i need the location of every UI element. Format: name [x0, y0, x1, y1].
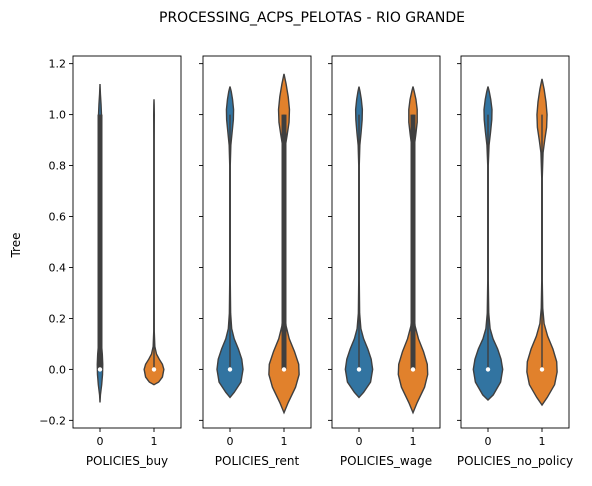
- median-marker-POLICIES_no_policy-0: [486, 367, 490, 371]
- x-tick-label: 1: [539, 435, 546, 448]
- y-tick-label: 0.2: [49, 312, 67, 325]
- median-marker-POLICIES_wage-1: [411, 367, 415, 371]
- median-marker-POLICIES_buy-0: [98, 367, 102, 371]
- y-tick-label: 0.0: [49, 363, 67, 376]
- y-tick-label: 0.4: [49, 261, 67, 274]
- y-tick-label: 1.2: [49, 58, 67, 71]
- x-axis-label: POLICIES_no_policy: [457, 454, 573, 468]
- x-axis-label: POLICIES_rent: [215, 454, 300, 468]
- median-marker-POLICIES_no_policy-1: [540, 367, 544, 371]
- x-tick-label: 1: [281, 435, 288, 448]
- median-marker-POLICIES_rent-0: [228, 367, 232, 371]
- y-tick-label: −0.2: [39, 414, 66, 427]
- iqr-box-POLICIES_wage-1: [411, 115, 416, 370]
- median-marker-POLICIES_rent-1: [282, 367, 286, 371]
- iqr-box-POLICIES_buy-0: [98, 115, 103, 370]
- x-tick-label: 0: [97, 435, 104, 448]
- y-tick-label: 1.0: [49, 109, 67, 122]
- x-tick-label: 0: [356, 435, 363, 448]
- y-tick-label: 0.8: [49, 160, 67, 173]
- median-marker-POLICIES_wage-0: [357, 367, 361, 371]
- x-tick-label: 0: [227, 435, 234, 448]
- iqr-box-POLICIES_rent-1: [282, 115, 287, 370]
- x-axis-label: POLICIES_buy: [86, 454, 168, 468]
- x-tick-label: 1: [151, 435, 158, 448]
- x-axis-label: POLICIES_wage: [340, 454, 432, 468]
- x-tick-label: 1: [410, 435, 417, 448]
- y-tick-label: 0.6: [49, 211, 67, 224]
- median-marker-POLICIES_buy-1: [152, 367, 156, 371]
- y-axis-label: Tree: [9, 232, 23, 258]
- chart-title: PROCESSING_ACPS_PELOTAS - RIO GRANDE: [159, 10, 465, 26]
- x-tick-label: 0: [485, 435, 492, 448]
